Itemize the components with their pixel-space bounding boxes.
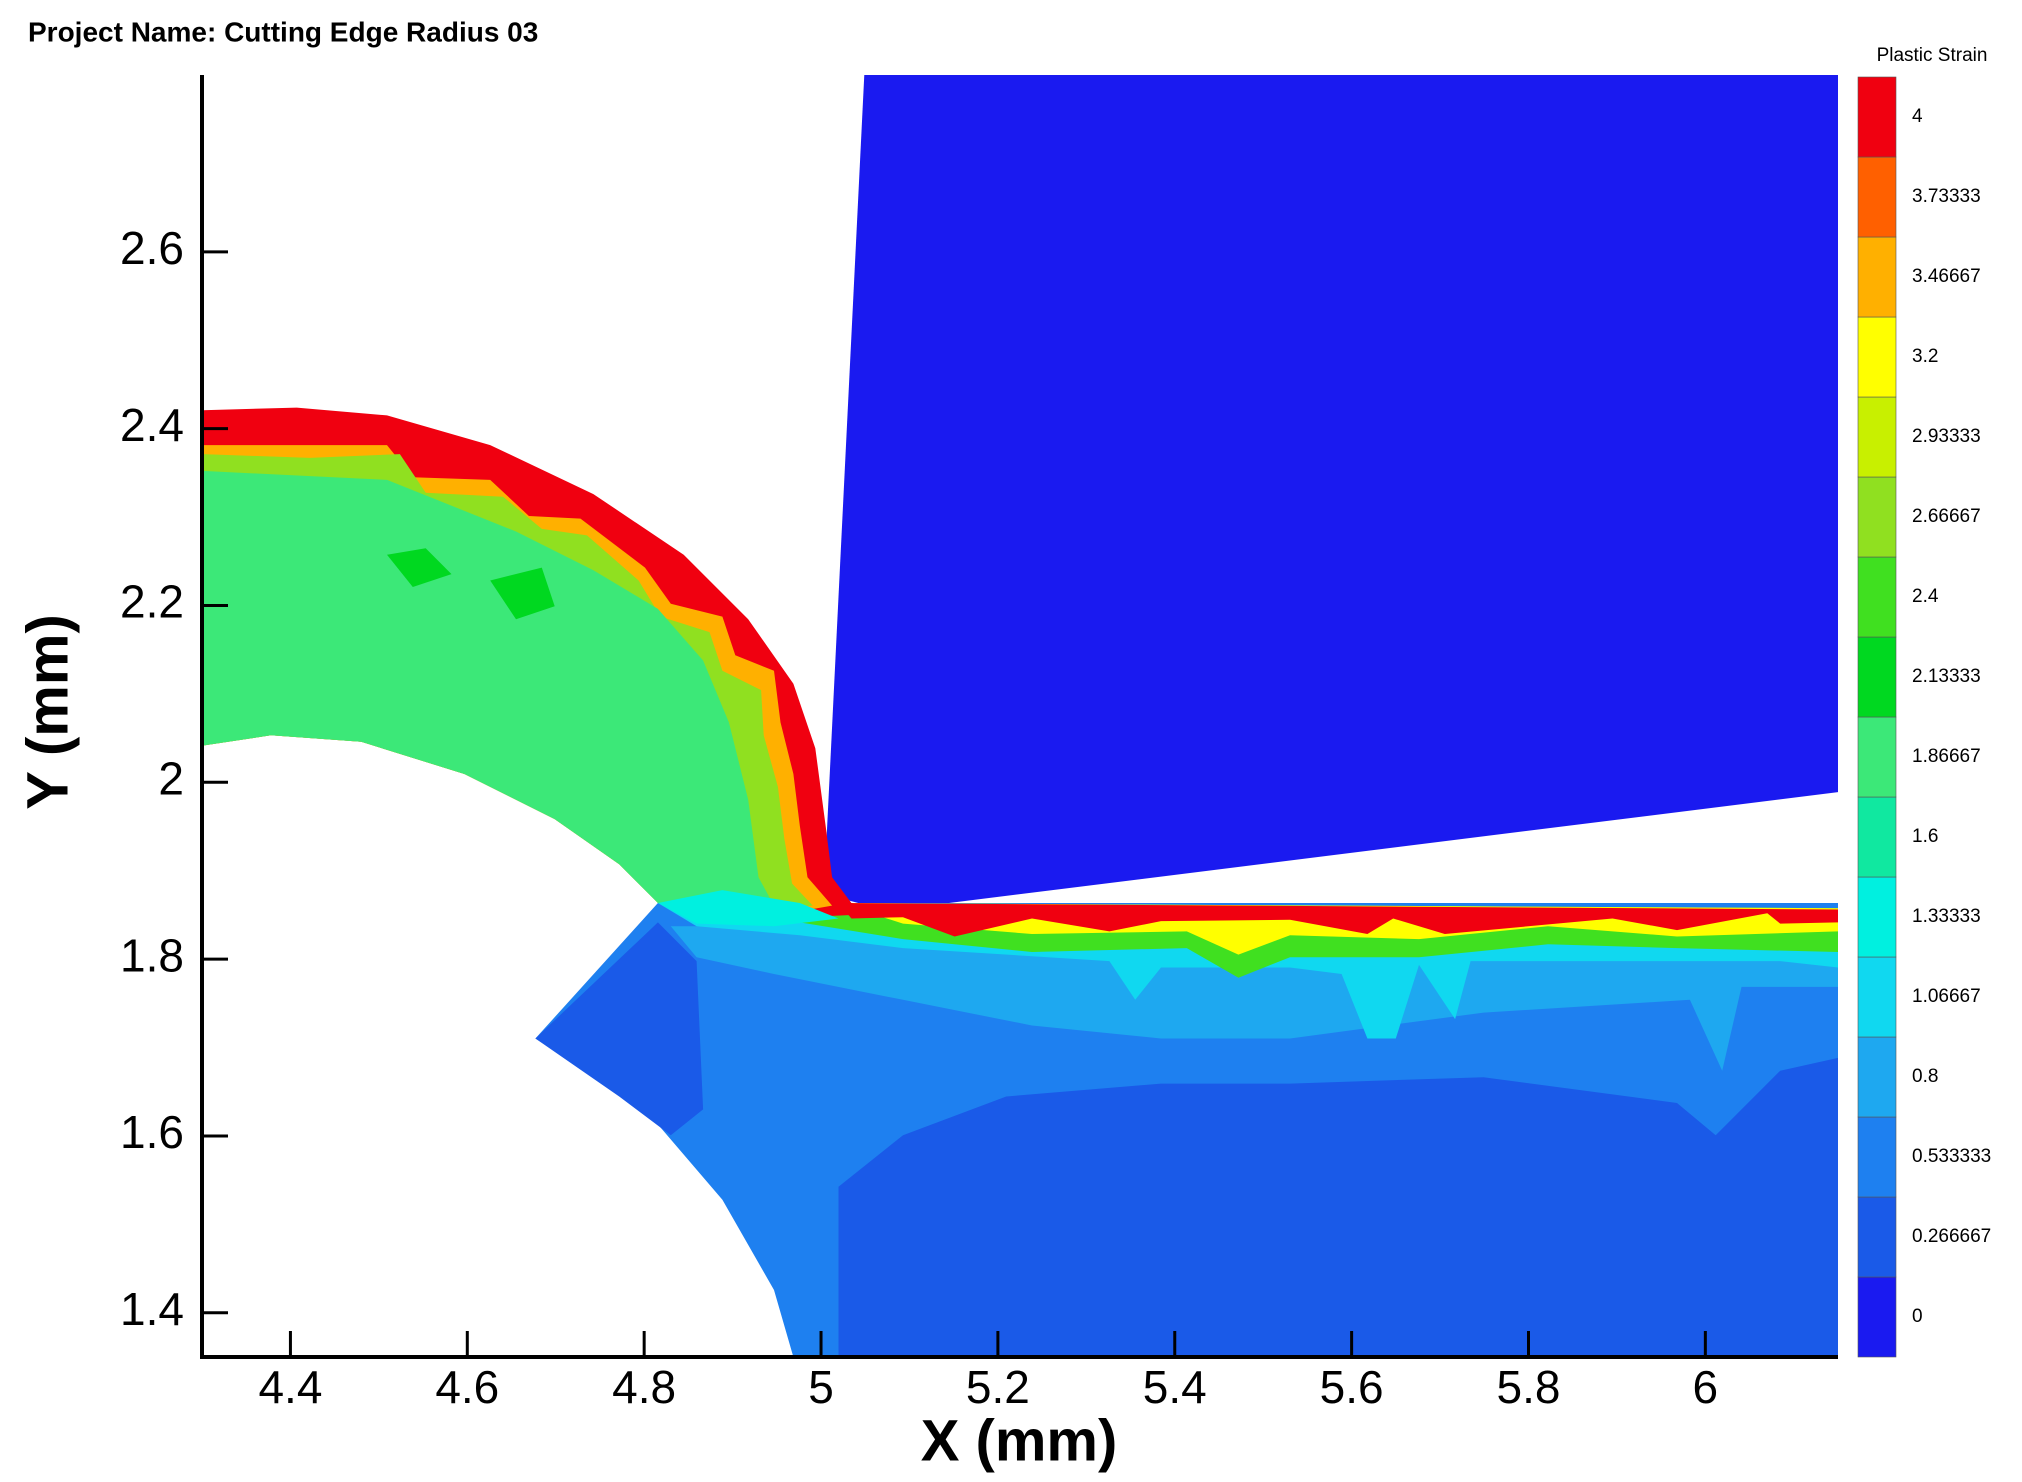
colorbar-band — [1857, 876, 1897, 958]
colorbar-band — [1857, 1196, 1897, 1278]
colorbar-band — [1857, 1276, 1897, 1358]
x-tick-label: 5.8 — [1497, 1361, 1561, 1413]
colorbar-band — [1857, 316, 1897, 398]
colorbar-label: 0 — [1912, 1306, 1923, 1327]
y-tick-label: 1.4 — [120, 1283, 184, 1335]
contour-region — [202, 470, 774, 910]
colorbar-label: 2.13333 — [1912, 666, 1981, 687]
colorbar-label: 3.2 — [1912, 346, 1938, 367]
colorbar-label: 0.8 — [1912, 1066, 1938, 1087]
colorbar-label: 2.66667 — [1912, 506, 1981, 527]
colorbar-band — [1857, 556, 1897, 638]
x-axis-label: X (mm) — [921, 1408, 1118, 1473]
y-tick-label: 2.2 — [120, 576, 184, 628]
colorbar-label: 4 — [1912, 106, 1923, 127]
contour-region — [670, 926, 1838, 1071]
x-tick-label: 5 — [808, 1361, 834, 1413]
colorbar-label: 0.533333 — [1912, 1146, 1991, 1167]
colorbar-label: 1.06667 — [1912, 986, 1981, 1007]
contour-field — [202, 75, 1838, 1357]
colorbar-band — [1857, 236, 1897, 318]
contour-region — [657, 890, 839, 927]
contour-region — [535, 922, 704, 1136]
colorbar-title: Plastic Strain — [1877, 45, 1988, 66]
colorbar-label: 2.93333 — [1912, 426, 1981, 447]
x-tick-label: 4.8 — [612, 1361, 676, 1413]
colorbar-label: 3.46667 — [1912, 266, 1981, 287]
x-tick-label: 6 — [1693, 1361, 1719, 1413]
contour-region — [838, 903, 1838, 937]
contour-region — [838, 1057, 1838, 1357]
y-tick-label: 2.4 — [120, 399, 184, 451]
colorbar-label: 1.33333 — [1912, 906, 1981, 927]
colorbar-band — [1857, 396, 1897, 478]
x-tick-label: 5.4 — [1143, 1361, 1207, 1413]
contour-region — [825, 75, 1838, 911]
colorbar-band — [1857, 156, 1897, 238]
colorbar-band — [1857, 716, 1897, 798]
contour-region — [490, 567, 555, 620]
contour-region — [387, 548, 452, 587]
colorbar-label: 1.86667 — [1912, 746, 1981, 767]
colorbar-band — [1857, 636, 1897, 718]
colorbar-band — [1857, 76, 1897, 158]
colorbar-band — [1857, 956, 1897, 1038]
chart-title: Project Name: Cutting Edge Radius 03 — [28, 16, 538, 47]
x-tick-label: 5.2 — [966, 1361, 1030, 1413]
colorbar-band — [1857, 1036, 1897, 1118]
colorbar-band — [1857, 1116, 1897, 1198]
x-tick-label: 4.6 — [435, 1361, 499, 1413]
colorbar-label: 1.6 — [1912, 826, 1938, 847]
x-tick-label: 5.6 — [1320, 1361, 1384, 1413]
y-tick-label: 1.6 — [120, 1106, 184, 1158]
colorbar-band — [1857, 476, 1897, 558]
colorbar-label: 2.4 — [1912, 586, 1939, 607]
x-tick-label: 4.4 — [258, 1361, 322, 1413]
y-tick-label: 2.6 — [120, 222, 184, 274]
y-tick-label: 2 — [158, 752, 184, 804]
colorbar-label: 0.266667 — [1912, 1226, 1991, 1247]
colorbar-band — [1857, 796, 1897, 878]
y-tick-label: 1.8 — [120, 929, 184, 981]
y-axis-label: Y (mm) — [15, 614, 80, 810]
colorbar-label: 3.73333 — [1912, 186, 1981, 207]
